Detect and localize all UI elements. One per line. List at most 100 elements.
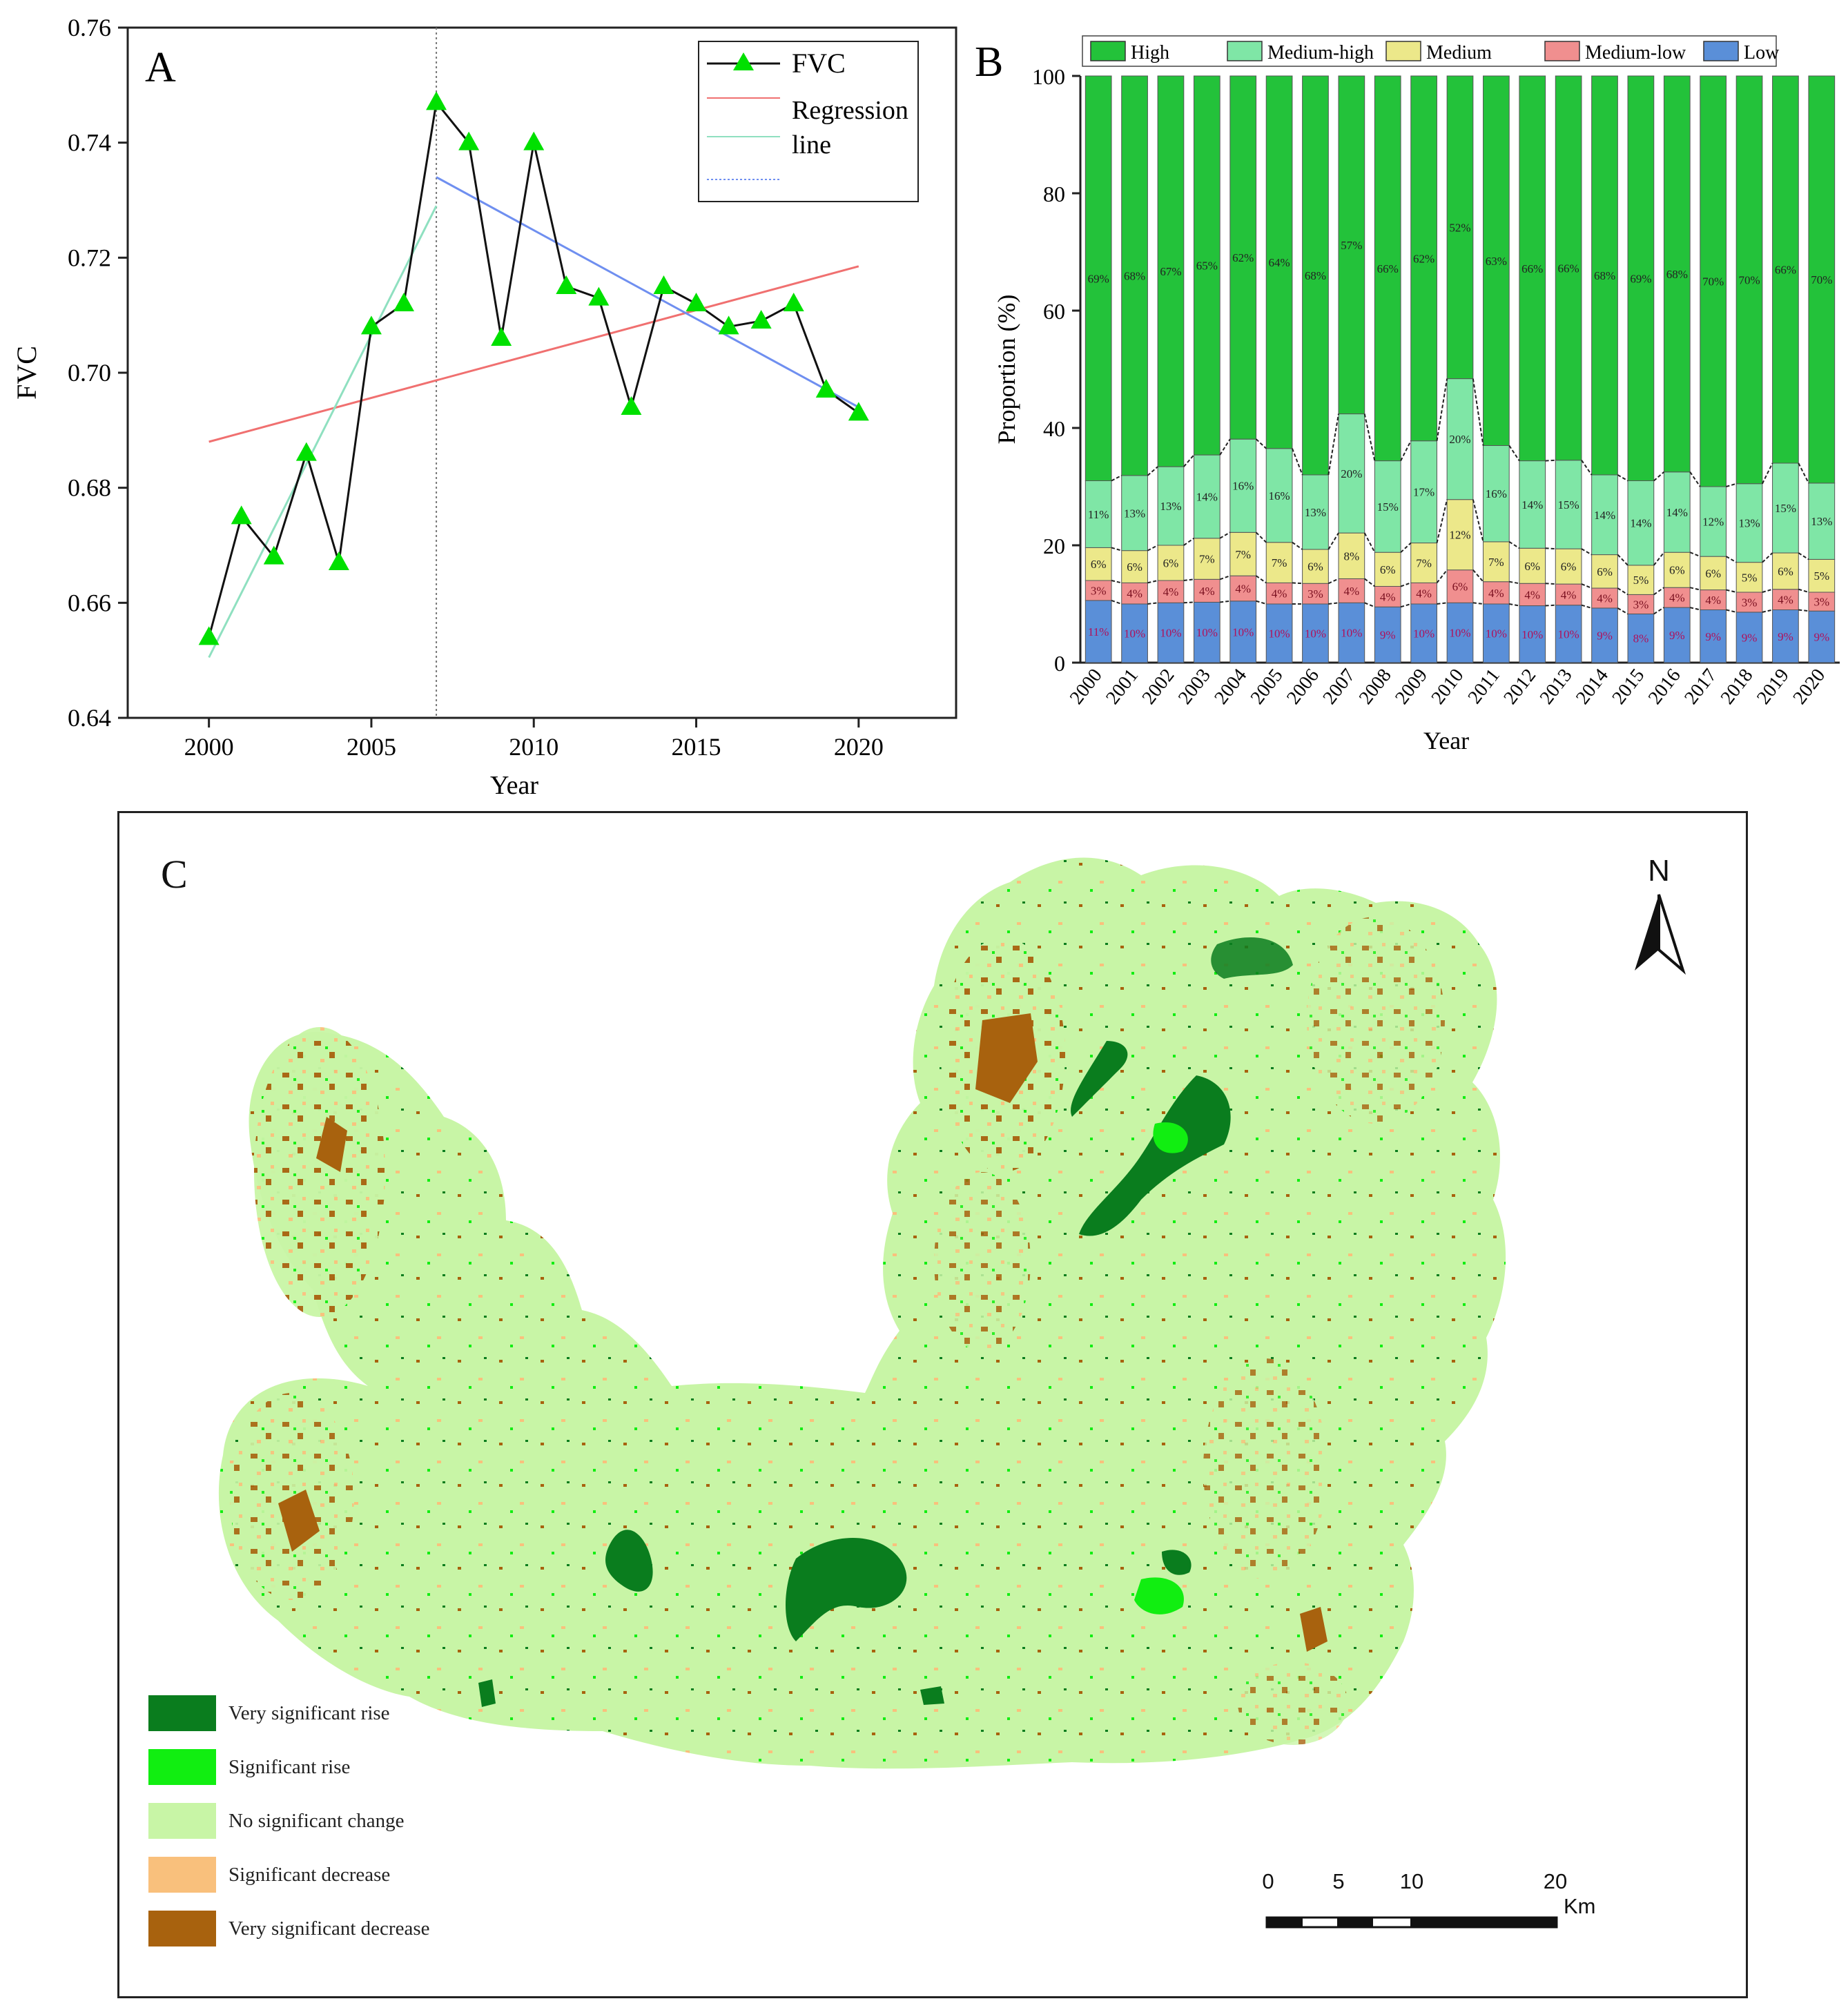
- stack-connector: [1617, 607, 1628, 615]
- stack-connector: [1147, 602, 1158, 605]
- bar-data-label: 4%: [1416, 587, 1432, 601]
- stack-connector: [1256, 600, 1267, 605]
- stack-connector: [1183, 578, 1194, 581]
- stack-connector: [1472, 569, 1484, 583]
- fvc-point: [815, 379, 837, 398]
- bar-data-label: 3%: [1633, 598, 1649, 611]
- scale-bar: 0 5 10 20 Km: [1262, 1869, 1680, 1952]
- bar-medium: [1085, 547, 1112, 581]
- map-legend-item: No significant change: [148, 1794, 429, 1848]
- y-tick-label: 0: [1054, 651, 1065, 676]
- stack-connector: [1111, 474, 1122, 482]
- stack-connector: [1219, 575, 1231, 580]
- stack-connector: [1798, 609, 1809, 612]
- bar-data-label: 52%: [1449, 221, 1470, 234]
- bar-low: [1735, 612, 1763, 663]
- bar-low: [1157, 602, 1185, 663]
- bar-high: [1483, 75, 1510, 446]
- legend-label: Medium: [1426, 42, 1492, 64]
- bar-data-label: 63%: [1486, 255, 1507, 268]
- bar-low: [1663, 607, 1691, 663]
- map-legend: Very significant rise Significant rise No …: [148, 1686, 429, 1955]
- bar-data-label: 16%: [1269, 489, 1290, 502]
- panel-c-trend-map: C: [117, 811, 1748, 1998]
- bar-data-label: 10%: [1305, 627, 1326, 641]
- stack-connector: [1545, 583, 1556, 585]
- bar-data-label: 4%: [1199, 585, 1215, 598]
- bar-data-label: 10%: [1413, 627, 1434, 641]
- stack-connector: [1689, 552, 1701, 558]
- bar-high: [1410, 75, 1437, 442]
- bar-low: [1483, 603, 1510, 663]
- legend-line-label: line: [792, 130, 831, 159]
- x-tick-label: 2004: [1210, 665, 1251, 708]
- bar-data-label: 10%: [1232, 625, 1254, 638]
- bar-data-label: 13%: [1738, 517, 1760, 530]
- bar-data-label: 62%: [1413, 252, 1434, 265]
- y-tick-label: 20: [1043, 534, 1065, 558]
- bar-data-label: 14%: [1521, 498, 1543, 511]
- bar-medium: [1808, 558, 1836, 593]
- stack-connector: [1617, 587, 1628, 596]
- fvc-point: [848, 402, 869, 421]
- bar-medium-high: [1591, 474, 1618, 556]
- stack-connector: [1327, 578, 1339, 585]
- legend-regression-label: Regression: [792, 96, 908, 125]
- bar-medium-low: [1735, 592, 1763, 613]
- bar-medium-high: [1374, 460, 1401, 553]
- stack-connector: [1219, 531, 1231, 539]
- stack-connector: [1508, 541, 1520, 549]
- bar-data-label: 6%: [1452, 580, 1468, 594]
- legend-fvc-marker: [733, 52, 754, 70]
- x-tick-label: 2012: [1499, 665, 1540, 708]
- bar-medium: [1302, 549, 1329, 584]
- bar-high: [1338, 75, 1365, 415]
- scale-bar-tick-label: 5: [1332, 1869, 1345, 1893]
- x-tick-label: 2019: [1753, 665, 1793, 708]
- bar-data-label: 4%: [1380, 590, 1396, 603]
- x-axis-label: Year: [490, 771, 538, 800]
- fvc-point: [198, 626, 220, 645]
- y-tick-label: 0.72: [68, 244, 111, 271]
- bar-data-label: 7%: [1488, 556, 1504, 569]
- fvc-point: [523, 131, 545, 150]
- stack-connector: [1653, 587, 1664, 596]
- stack-connector: [1581, 583, 1593, 589]
- stack-connector: [1400, 603, 1412, 608]
- stack-connector: [1726, 482, 1737, 487]
- stack-connector: [1437, 602, 1448, 605]
- bar-data-label: 68%: [1666, 268, 1688, 281]
- stack-connector: [1653, 552, 1665, 566]
- bar-low: [1700, 609, 1727, 663]
- bar-data-label: 15%: [1775, 502, 1796, 515]
- fvc-point: [295, 442, 317, 461]
- bar-low: [1410, 603, 1437, 663]
- bar-low: [1085, 600, 1112, 663]
- fvc-point: [426, 91, 447, 110]
- x-tick-label: 2005: [347, 733, 396, 761]
- fvc-point: [360, 315, 382, 335]
- bar-data-label: 7%: [1272, 556, 1287, 569]
- bar-data-label: 13%: [1124, 507, 1145, 520]
- x-tick-label: 2003: [1174, 665, 1215, 708]
- bar-data-label: 12%: [1449, 529, 1470, 542]
- stack-connector: [1292, 541, 1303, 550]
- x-tick-label: 2014: [1572, 665, 1613, 708]
- bar-low: [1591, 607, 1618, 663]
- bar-high: [1627, 75, 1655, 481]
- bar-data-label: 10%: [1196, 626, 1218, 639]
- x-tick-label: 2015: [1608, 665, 1649, 708]
- bar-data-label: 57%: [1341, 239, 1362, 252]
- stack-connector: [1147, 580, 1158, 584]
- legend-swatch-medium: [1385, 41, 1421, 61]
- stack-connector: [1762, 609, 1773, 613]
- fvc-trend-map: [218, 857, 1506, 1769]
- bar-data-label: 20%: [1341, 467, 1362, 480]
- x-tick-label: 2013: [1536, 665, 1577, 708]
- stack-connector: [1111, 580, 1122, 584]
- bar-medium: [1627, 565, 1655, 595]
- stack-connector: [1726, 609, 1737, 613]
- bar-data-label: 7%: [1235, 548, 1251, 561]
- bar-high: [1157, 75, 1185, 467]
- bar-medium-high: [1229, 438, 1257, 533]
